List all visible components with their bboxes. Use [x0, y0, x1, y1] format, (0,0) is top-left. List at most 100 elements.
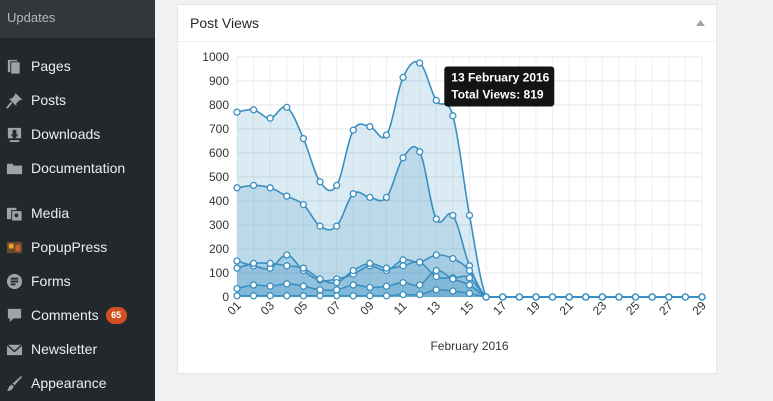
tooltip-value: Total Views: 819 — [451, 87, 544, 101]
data-point — [515, 293, 523, 301]
comment-icon — [5, 306, 23, 324]
sidebar-item-documentation[interactable]: Documentation — [0, 151, 155, 185]
sidebar-item-newsletter[interactable]: Newsletter — [0, 332, 155, 366]
data-point — [432, 272, 440, 281]
x-tick-label: 19 — [523, 298, 543, 318]
data-point — [465, 274, 474, 282]
data-point — [399, 256, 407, 264]
data-point — [399, 290, 407, 299]
data-point — [266, 114, 274, 122]
data-point — [382, 292, 391, 300]
data-point — [432, 286, 440, 294]
data-point — [698, 293, 706, 301]
data-point — [416, 258, 424, 266]
series-area — [237, 146, 702, 297]
data-point — [316, 275, 324, 283]
data-point — [366, 259, 374, 268]
y-tick-label: 200 — [209, 242, 229, 256]
series-area — [237, 270, 702, 297]
data-point — [332, 181, 341, 190]
data-point — [565, 293, 573, 301]
data-point — [681, 293, 690, 301]
x-tick-label: 25 — [623, 298, 643, 318]
data-point — [349, 190, 357, 198]
data-point — [416, 59, 424, 67]
data-point — [432, 266, 440, 275]
data-point — [332, 278, 341, 287]
data-point — [382, 193, 391, 202]
x-tick-label: 03 — [258, 298, 278, 318]
data-point — [349, 281, 357, 289]
data-point — [332, 222, 341, 230]
y-tick-label: 400 — [209, 194, 229, 208]
sidebar-item-posts[interactable]: Posts — [0, 83, 155, 117]
y-tick-label: 300 — [209, 218, 229, 232]
data-point — [499, 293, 507, 301]
x-tick-label: 21 — [557, 298, 577, 318]
data-point — [266, 259, 274, 268]
x-tick-label: 09 — [357, 298, 377, 318]
data-point — [416, 290, 424, 299]
sidebar-item-downloads[interactable]: Downloads — [0, 117, 155, 151]
y-tick-label: 800 — [209, 98, 229, 112]
data-point — [548, 293, 557, 301]
data-point — [233, 184, 241, 192]
data-point — [249, 292, 258, 300]
pin-icon — [5, 91, 23, 109]
data-point — [432, 96, 440, 105]
data-point — [349, 266, 357, 275]
x-tick-label: 11 — [391, 299, 410, 318]
sidebar-item-popuppress[interactable]: PopupPress — [0, 230, 155, 264]
sidebar-item-forms[interactable]: Forms — [0, 264, 155, 298]
data-point — [332, 292, 341, 300]
collapse-toggle-icon[interactable] — [694, 18, 706, 28]
folder-icon — [5, 159, 23, 177]
data-point — [382, 282, 391, 290]
data-point — [299, 282, 308, 290]
data-point — [366, 122, 374, 131]
y-tick-label: 700 — [209, 122, 229, 136]
data-point — [482, 293, 490, 301]
sidebar-item-appearance[interactable]: Appearance — [0, 366, 155, 400]
sidebar-item-label: Posts — [31, 92, 67, 108]
x-tick-label: 17 — [490, 298, 510, 318]
y-tick-label: 1000 — [202, 50, 229, 64]
sidebar-item-label: Comments — [31, 307, 99, 323]
sidebar-item-pages[interactable]: Pages — [0, 49, 155, 83]
x-tick-label: 15 — [457, 298, 477, 318]
data-point — [631, 293, 640, 301]
tooltip-date: 13 February 2016 — [451, 70, 549, 84]
data-point — [316, 222, 324, 230]
data-point — [249, 281, 258, 289]
data-point — [382, 131, 391, 139]
x-tick-label: 29 — [689, 298, 709, 318]
data-point — [598, 293, 607, 301]
data-point — [266, 292, 274, 300]
x-axis-label: February 2016 — [430, 339, 508, 353]
envelope-icon — [5, 340, 23, 358]
data-point — [283, 192, 291, 200]
download-icon — [5, 125, 23, 143]
sidebar-item-label: Pages — [31, 58, 71, 74]
data-point — [366, 283, 374, 292]
data-point — [432, 215, 440, 223]
data-point — [399, 73, 407, 82]
data-point — [299, 200, 308, 209]
x-tick-label: 13 — [424, 298, 444, 318]
data-point — [449, 275, 457, 283]
y-tick-label: 500 — [209, 170, 229, 184]
data-point — [582, 293, 590, 301]
data-point — [283, 103, 291, 112]
sidebar-item-comments[interactable]: Comments 65 — [0, 298, 155, 332]
x-tick-label: 23 — [590, 298, 610, 318]
data-point — [465, 289, 474, 298]
sidebar-item-updates[interactable]: Updates — [0, 0, 155, 38]
data-point — [416, 281, 424, 289]
sidebar-item-label: Media — [31, 205, 70, 221]
data-point — [449, 254, 457, 263]
sidebar-item-media[interactable]: Media — [0, 196, 155, 230]
data-point — [233, 292, 241, 300]
data-point — [249, 259, 258, 268]
data-point — [416, 148, 424, 156]
